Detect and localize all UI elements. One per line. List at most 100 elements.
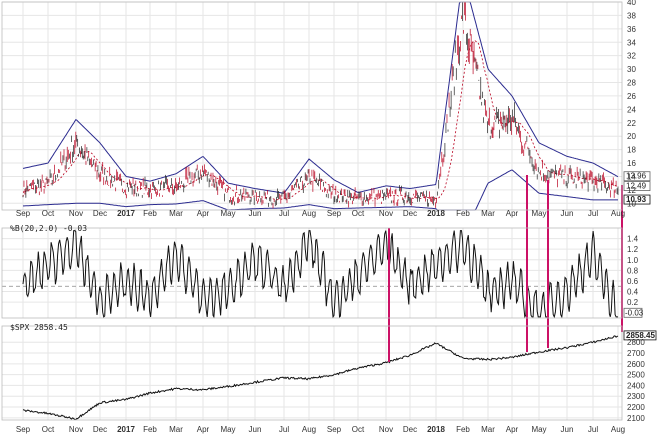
y-tick-label: 16 [627, 159, 636, 168]
percent-b-line [22, 230, 618, 319]
x-tick-label: Feb [143, 425, 157, 434]
y-tick-label: 2100 [627, 414, 645, 423]
x-tick-label: Apr [506, 425, 519, 434]
last-value-box [623, 194, 651, 205]
x-tick-label: Aug [611, 209, 625, 218]
spx-label: $SPX 2858.45 [10, 323, 68, 332]
y-tick-label: 2700 [627, 349, 645, 358]
last-value-label: -0.03 [625, 308, 644, 317]
x-tick-label: Mar [169, 209, 183, 218]
y-tick-label: 18 [627, 146, 636, 155]
lower-band-line [22, 169, 618, 211]
x-tick-label: 2017 [117, 425, 135, 434]
x-tick-label: Mar [169, 425, 183, 434]
x-tick-label: Jul [279, 425, 289, 434]
y-tick-label: 14 [627, 172, 636, 181]
last-value-box [623, 330, 657, 341]
spx-panel: 2858.45 [22, 330, 657, 421]
x-tick-label: May [220, 425, 235, 434]
last-value-label: 13.96 [626, 172, 647, 181]
x-tick-label: Dec [93, 209, 107, 218]
x-tick-label: Sep [16, 425, 31, 434]
x-tick-label: Jun [561, 425, 574, 434]
x-tick-label: Apr [197, 425, 210, 434]
y-tick-label: 32 [627, 52, 636, 61]
x-tick-label: Jun [249, 209, 262, 218]
y-tick-label: 0.2 [627, 298, 639, 307]
x-tick-label: Jul [588, 209, 598, 218]
spx-line [22, 335, 619, 421]
y-tick-label: 2500 [627, 371, 645, 380]
x-tick-label: Jul [588, 425, 598, 434]
x-tick-label: Aug [302, 209, 316, 218]
y-tick-label: 0.6 [627, 277, 639, 286]
x-tick-label: May [220, 209, 235, 218]
y-tick-label: 34 [627, 38, 636, 47]
x-tick-label: Mar [481, 425, 495, 434]
x-tick-label: May [531, 209, 546, 218]
x-tick-label: Sep [16, 209, 31, 218]
y-tick-label: 38 [627, 11, 636, 20]
x-tick-label: 2017 [117, 209, 135, 218]
x-tick-label: Jun [249, 425, 262, 434]
x-tick-label: Nov [379, 209, 393, 218]
x-tick-label: Feb [143, 209, 157, 218]
y-tick-label: 2200 [627, 403, 645, 412]
y-tick-label: 2800 [627, 338, 645, 347]
x-tick-label: Nov [69, 209, 83, 218]
y-tick-label: 22 [627, 119, 636, 128]
x-tick-label: Feb [456, 425, 470, 434]
last-value-box [623, 181, 651, 191]
last-value-label: 12.49 [626, 182, 647, 191]
panel-frame [1, 325, 623, 421]
x-tick-label: Dec [403, 425, 417, 434]
x-tick-label: Mar [481, 209, 495, 218]
x-tick-label: Apr [197, 209, 210, 218]
y-tick-label: 20 [627, 132, 636, 141]
x-tick-label: Jun [561, 209, 574, 218]
x-tick-label: Apr [506, 209, 519, 218]
x-tick-label: 2018 [427, 209, 445, 218]
y-tick-label: 10 [627, 199, 636, 208]
x-tick-label: Dec [403, 209, 417, 218]
y-tick-label: 12 [627, 186, 636, 195]
x-tick-label: Oct [42, 425, 55, 434]
x-tick-label: Aug [302, 425, 316, 434]
panel-frame [1, 1, 623, 211]
last-value-box [623, 307, 643, 318]
y-tick-label: 28 [627, 79, 636, 88]
x-tick-label: Sep [327, 209, 342, 218]
x-tick-label: Nov [69, 425, 83, 434]
x-tick-label: Dec [93, 425, 107, 434]
x-tick-label: Jul [279, 209, 289, 218]
y-tick-label: 1.4 [627, 235, 639, 244]
y-tick-label: 36 [627, 25, 636, 34]
last-value-label: 10.93 [626, 195, 647, 204]
last-value-label: 2858.45 [626, 331, 655, 340]
y-tick-label: 1.2 [627, 245, 639, 254]
axes: 10 12 14 16 18 20 22 24 26 28 30 32 34 36 38 40 0.20.4 0.… [1, 0, 645, 434]
upper-band-line [22, 1, 619, 194]
x-tick-label: Feb [456, 209, 470, 218]
percent-b-panel: -0.03 [2, 230, 644, 319]
last-value-box [623, 171, 651, 182]
y-tick-label: 1.0 [627, 256, 639, 265]
y-tick-label: 40 [627, 0, 636, 7]
x-tick-label: Sep [327, 425, 342, 434]
x-tick-label: Oct [352, 209, 365, 218]
x-tick-label: May [531, 425, 546, 434]
panel-frame [1, 227, 623, 319]
y-tick-label: 0.4 [627, 288, 639, 297]
y-tick-label: 2600 [627, 360, 645, 369]
x-tick-label: Oct [42, 209, 55, 218]
y-tick-label: 2300 [627, 392, 645, 401]
y-tick-label: 26 [627, 92, 636, 101]
y-tick-label: 2400 [627, 381, 645, 390]
percent-b-label: %B(20,2.0) -0.03 [10, 224, 87, 233]
y-tick-label: 0.8 [627, 266, 639, 275]
y-tick-label: 24 [627, 105, 636, 114]
x-tick-label: Aug [611, 425, 625, 434]
x-tick-label: Nov [379, 425, 393, 434]
